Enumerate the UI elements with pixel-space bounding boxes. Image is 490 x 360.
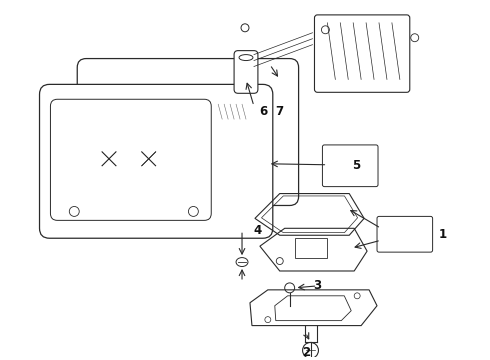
Text: 5: 5 — [352, 159, 360, 172]
FancyBboxPatch shape — [322, 145, 378, 186]
FancyBboxPatch shape — [234, 51, 258, 93]
Text: 2: 2 — [302, 346, 311, 359]
FancyBboxPatch shape — [77, 59, 298, 206]
Text: 7: 7 — [276, 105, 284, 118]
FancyBboxPatch shape — [377, 216, 433, 252]
FancyBboxPatch shape — [315, 15, 410, 92]
Text: 6: 6 — [260, 105, 268, 118]
Text: 4: 4 — [254, 224, 262, 237]
Text: 3: 3 — [314, 279, 321, 292]
FancyBboxPatch shape — [40, 84, 273, 238]
Text: 1: 1 — [439, 228, 446, 241]
FancyBboxPatch shape — [50, 99, 211, 220]
